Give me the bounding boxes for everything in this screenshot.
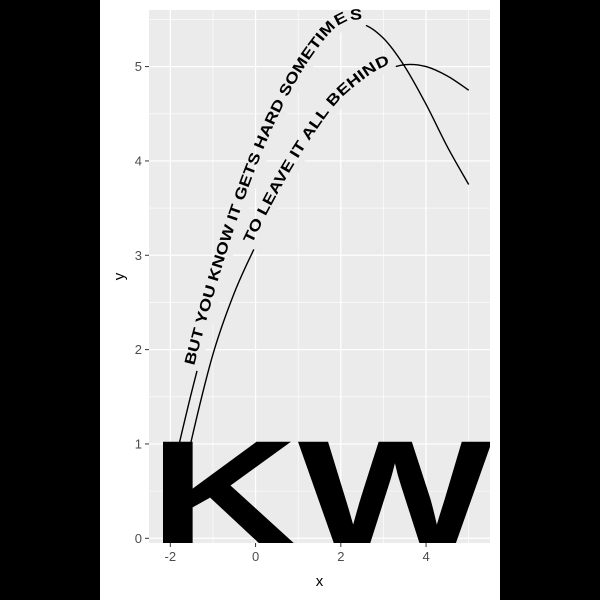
- label-gap: [167, 61, 471, 539]
- x-tick-label: -2: [165, 549, 177, 564]
- x-tick-label: 0: [252, 549, 259, 564]
- y-tick-label: 5: [135, 59, 142, 74]
- label-gap: [167, 20, 472, 483]
- background-text: SKW: [12, 409, 493, 577]
- y-tick-label: 3: [135, 248, 142, 263]
- y-tick-label: 4: [135, 153, 142, 168]
- x-tick-label: 2: [337, 549, 344, 564]
- y-axis-title: y: [111, 272, 128, 280]
- grid-lines: [149, 10, 490, 543]
- y-tick-label: 2: [135, 342, 142, 357]
- series-lines: [167, 20, 472, 539]
- y-tick-label: 1: [135, 436, 142, 451]
- x-tick-label: 4: [422, 549, 429, 564]
- plot-panel: [149, 10, 490, 543]
- axis-ticks: -2 0 2 4 0 1 2 3 4 5: [135, 59, 430, 564]
- y-tick-label: 0: [135, 531, 142, 546]
- x-axis-title: x: [316, 573, 324, 590]
